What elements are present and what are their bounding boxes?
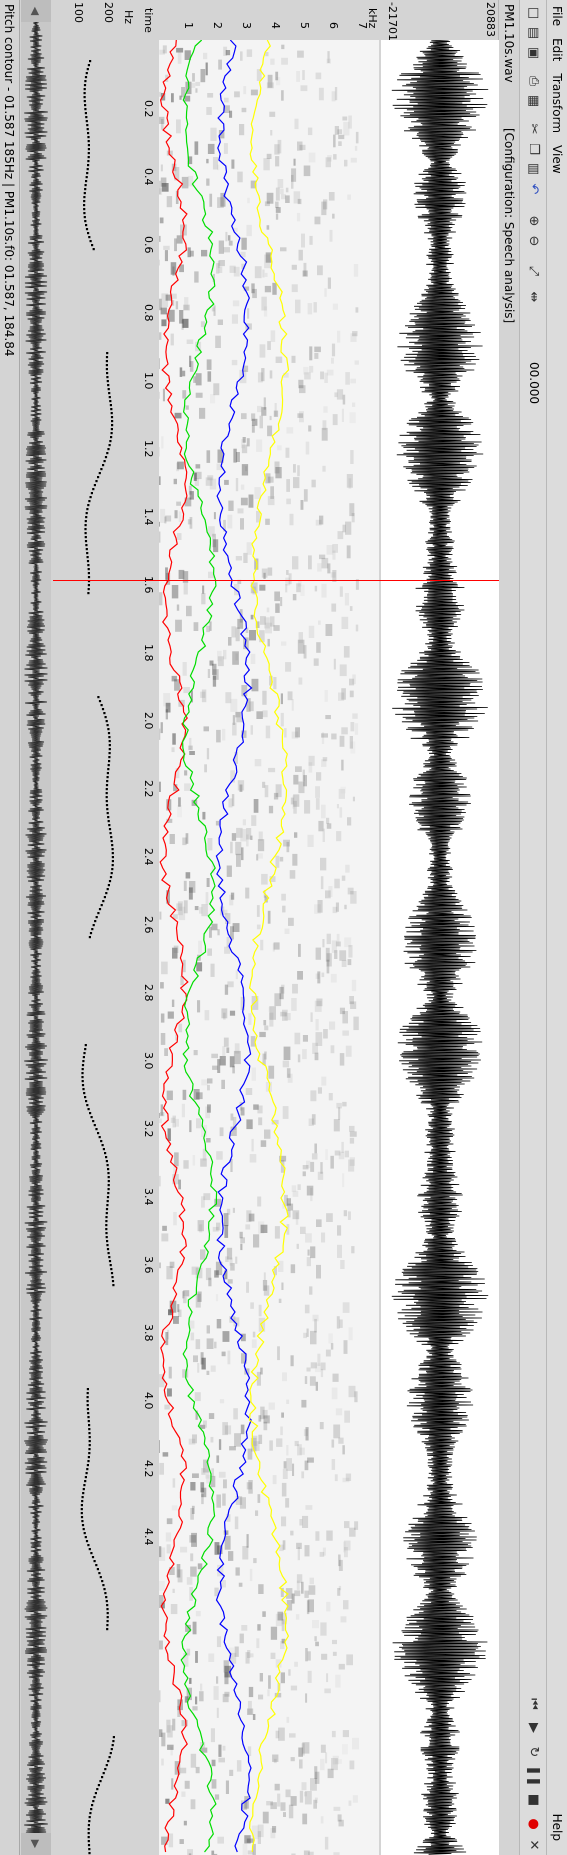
formant-f1-track [159, 39, 189, 1853]
status-bar: Pitch contour - 01.587 185Hz | PM1.10s.f… [0, 0, 20, 1855]
play-icon[interactable]: ▶ [526, 1723, 542, 1733]
time-tick: 2.0 [142, 712, 155, 730]
menu-edit[interactable]: Edit [550, 38, 564, 62]
zoom-selection-icon[interactable]: ⇹ [526, 291, 542, 303]
time-tick: 4.4 [142, 1528, 155, 1546]
waveform [391, 39, 489, 1855]
time-tick: 0.8 [142, 304, 155, 322]
frequency-tick: 3 [239, 22, 253, 29]
spectrogram-panel[interactable] [152, 39, 379, 1855]
menu-file[interactable]: File [550, 6, 564, 27]
pitch-tick-100: 100 [72, 2, 85, 23]
skip-start-icon[interactable]: ⏮ [526, 1698, 542, 1710]
status-text: Pitch contour - 01.587 185Hz | PM1.10s.f… [2, 4, 16, 357]
menu-bar: File Edit Transform View Help [546, 0, 567, 1855]
pitch-contour [80, 60, 115, 1855]
waveform-trace [391, 39, 489, 1855]
menu-view[interactable]: View [550, 145, 564, 174]
time-readout: 00.000 [527, 362, 541, 404]
save-icon[interactable]: ▣ [526, 46, 542, 60]
zoom-in-icon[interactable]: ⊕ [526, 215, 542, 227]
pitch-points [80, 60, 115, 1855]
spectrogram [152, 39, 359, 1855]
time-tick: 3.4 [142, 1188, 155, 1206]
configuration-label: [Configuration: Speech analysis] [502, 128, 516, 324]
zoom-out-icon[interactable]: ⊖ [526, 235, 542, 247]
overview-scroller[interactable]: ◀ ▶ [21, 0, 51, 1855]
time-tick: 2.2 [142, 780, 155, 798]
time-tick: 0.6 [142, 236, 155, 254]
print-icon[interactable]: ⎙ [526, 75, 542, 87]
formant-f4-track [248, 39, 290, 1853]
close-icon[interactable]: ✕ [526, 1839, 542, 1851]
loop-play-icon[interactable]: ↻ [526, 1746, 542, 1758]
formant-f2-track [180, 39, 218, 1853]
time-tick: 2.4 [142, 848, 155, 866]
time-tick: 2.8 [142, 984, 155, 1002]
time-axis-label: time [142, 8, 155, 33]
open-file-icon[interactable]: ▤ [526, 26, 542, 40]
new-file-icon[interactable]: □ [526, 6, 542, 20]
zoom-fit-icon[interactable]: ⤢ [526, 265, 542, 277]
frequency-tick: 5 [297, 22, 311, 29]
frequency-tick: 6 [326, 22, 340, 29]
record-icon[interactable]: ● [526, 1818, 542, 1830]
time-tick: 1.4 [142, 508, 155, 526]
paste-icon[interactable]: ▥ [526, 162, 542, 176]
spectrogram-energy [152, 44, 359, 1855]
copy-icon[interactable]: ❐ [526, 143, 542, 155]
time-tick: 3.8 [142, 1324, 155, 1342]
scroll-left-icon[interactable]: ◀ [21, 0, 51, 22]
waveform-panel[interactable] [381, 39, 499, 1855]
playback-cursor[interactable] [53, 579, 499, 581]
undo-icon[interactable]: ↶ [526, 183, 542, 195]
time-tick: 0.2 [142, 100, 155, 118]
time-tick: 4.2 [142, 1460, 155, 1478]
amp-min-label: -21701 [386, 2, 399, 41]
properties-icon[interactable]: ▦ [526, 94, 542, 108]
time-tick: 2.6 [142, 916, 155, 934]
time-tick: 3.0 [142, 1052, 155, 1070]
time-tick: 0.4 [142, 168, 155, 186]
frequency-tick: 7 [355, 22, 369, 29]
frequency-tick: 4 [268, 22, 282, 29]
scroll-right-icon[interactable]: ▶ [21, 1833, 51, 1855]
amp-max-label: 20883 [484, 2, 497, 37]
time-tick: 1.8 [142, 644, 155, 662]
stop-icon[interactable]: ■ [526, 1793, 542, 1807]
formant-f3-track [215, 39, 253, 1853]
time-tick: 3.6 [142, 1256, 155, 1274]
overview-trace [24, 22, 48, 1833]
time-tick: 1.0 [142, 372, 155, 390]
pitch-unit-label: Hz [122, 10, 135, 25]
toolbar: □ ▤ ▣ ⎙ ▦ ✂ ❐ ▥ ↶ ⊕ ⊖ ⤢ ⇹ 00.000 ⏮ ▶ ↻ ❚… [519, 0, 546, 1855]
menu-transform[interactable]: Transform [550, 73, 564, 134]
frequency-tick: 2 [210, 22, 224, 29]
time-tick: 4.0 [142, 1392, 155, 1410]
pause-icon[interactable]: ❚❚ [526, 1765, 542, 1787]
cut-icon[interactable]: ✂ [526, 123, 542, 135]
info-bar: PM1.10s.wav [Configuration: Speech analy… [498, 0, 519, 1855]
filename-label: PM1.10s.wav [502, 4, 516, 83]
time-tick: 1.2 [142, 440, 155, 458]
pitch-tick-200: 200 [102, 2, 115, 23]
overview-waveform [24, 22, 48, 1833]
time-tick: 3.2 [142, 1120, 155, 1138]
pitch-panel[interactable] [53, 40, 139, 1855]
menu-help[interactable]: Help [550, 1813, 564, 1841]
frequency-tick: 1 [181, 22, 195, 29]
